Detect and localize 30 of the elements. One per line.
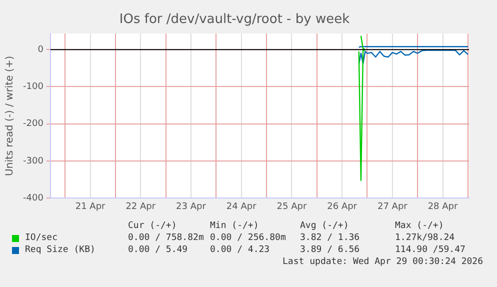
text: Avg (-/+): [300, 221, 349, 231]
text: 3.89 / 6.56: [300, 245, 360, 255]
chart-title: IOs for /dev/vault-vg/root - by week: [119, 12, 350, 28]
y-tick-label: -400: [22, 194, 44, 204]
x-tick-label: 26 Apr: [327, 202, 358, 212]
y-axis-title: Units read (-) / write (+): [4, 56, 16, 176]
x-tick-label: 27 Apr: [377, 202, 408, 212]
y-tick-label: -300: [22, 156, 44, 166]
legend-label: Req Size (KB): [25, 245, 96, 255]
x-tick-label: 23 Apr: [176, 202, 206, 212]
text: 114.90 /59.47: [395, 245, 466, 255]
text: 1.27k/98.24: [395, 233, 455, 243]
text: Max (-/+): [395, 221, 445, 231]
text: Cur (-/+): [128, 221, 177, 231]
x-tick-label: 22 Apr: [126, 202, 156, 212]
text: Last update: Wed Apr 29 00:30:24 2026: [282, 257, 483, 267]
x-tick-label: 24 Apr: [226, 202, 257, 212]
text: 0.00 / 5.49: [128, 245, 188, 255]
legend-label: IO/sec: [25, 233, 58, 243]
y-tick-label: -200: [22, 119, 44, 130]
text: 3.82 / 1.36: [300, 233, 360, 243]
text: 0.00 / 4.23: [210, 245, 270, 255]
y-tick-label: -100: [22, 82, 44, 92]
text: 0.00 / 758.82m: [128, 233, 204, 243]
text: 0.00 / 256.80m: [210, 233, 286, 243]
x-tick-label: 28 Apr: [428, 202, 458, 212]
x-tick-label: 25 Apr: [276, 202, 307, 212]
y-tick-label: 0: [38, 44, 44, 55]
x-tick-label: 21 Apr: [75, 202, 106, 212]
text: Min (-/+): [210, 221, 259, 231]
